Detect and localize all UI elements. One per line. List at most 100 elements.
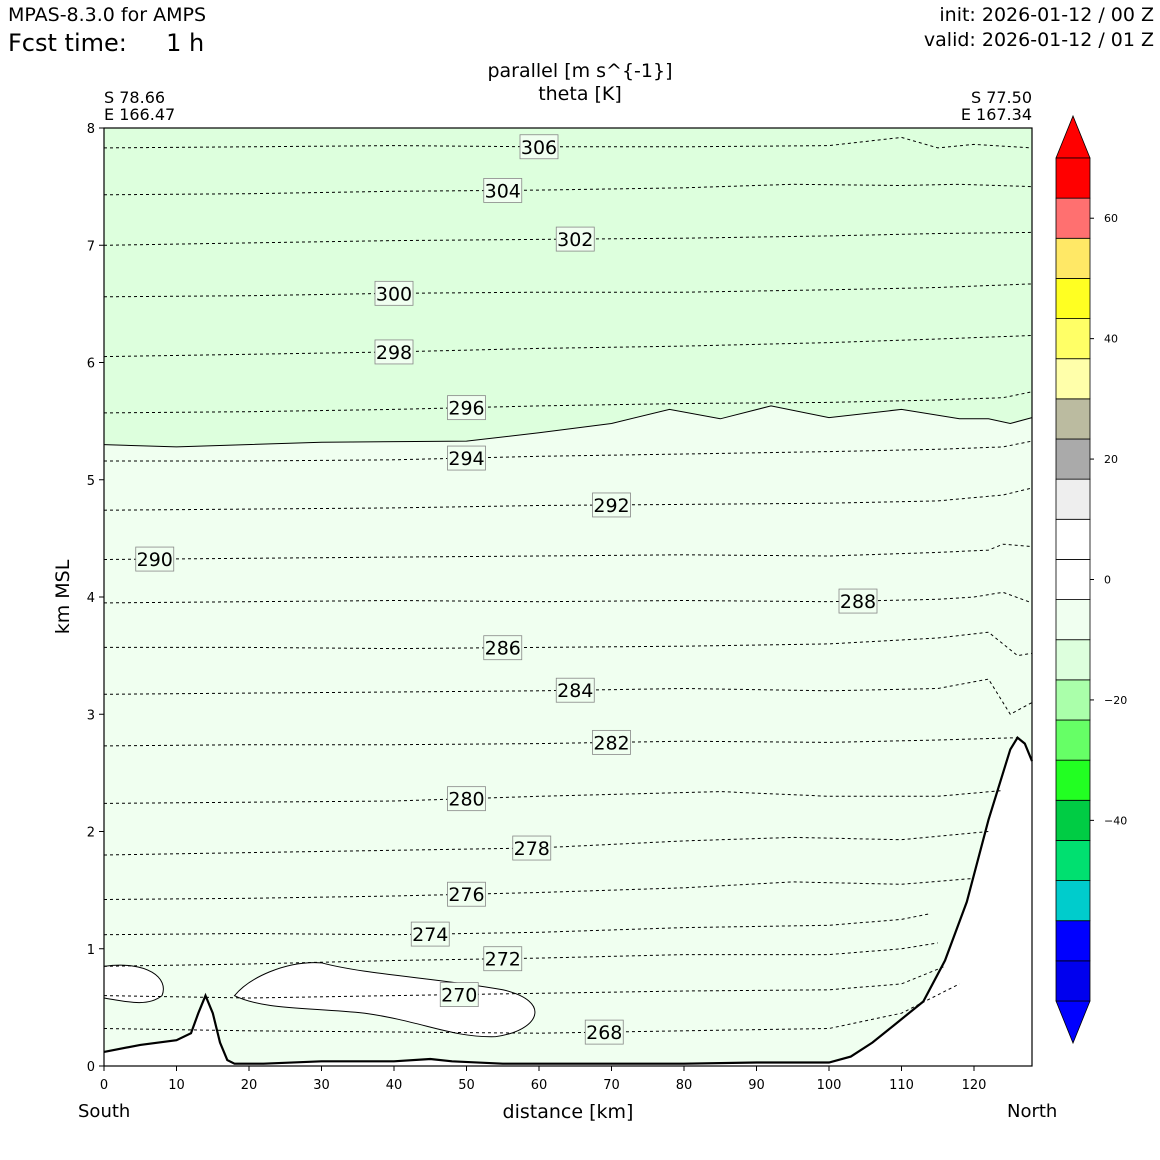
theta-contour-label: 300: [376, 283, 412, 305]
theta-contour-300: 300: [103, 280, 1033, 306]
colorbar-segment: [1055, 237, 1091, 279]
south-label: South: [78, 1101, 131, 1122]
theta-contour-288: 288: [103, 588, 1033, 614]
axes: 0 10 20 30 40 50 60 70 80 90 100 110 120 0 1 2 3 4 5 6 7 8: [87, 122, 1033, 1093]
y-tick-label: 4: [87, 591, 95, 606]
theta-contour-label-box: [447, 445, 486, 471]
theta-contour-label-box: [483, 635, 523, 661]
forecast-time-value: 1 h: [166, 29, 205, 57]
theta-contour-278: 278: [103, 831, 989, 861]
theta-contour-line: [103, 831, 989, 856]
theta-contour-286: 286: [104, 631, 1033, 661]
theta-contour-label-box: [512, 835, 552, 861]
theta-contour-label: 278: [514, 838, 550, 860]
right-endpoint-lon: E 167.34: [960, 105, 1032, 124]
theta-contour-label-box: [374, 339, 414, 365]
theta-contour-274: 274: [103, 913, 931, 947]
x-tick-label: 60: [531, 1078, 548, 1093]
x-tick-label: 40: [386, 1078, 403, 1093]
theta-contour-label-box: [584, 1019, 624, 1045]
colorbar-segment: [1055, 157, 1091, 199]
theta-contour-label: 292: [593, 495, 629, 517]
theta-contour-label-box: [483, 178, 523, 203]
colorbar-segment: [1055, 920, 1091, 962]
theta-contour-label-box: [519, 134, 559, 160]
colorbar-segment: [1055, 398, 1091, 440]
wind-pocket-left: [103, 964, 164, 1004]
colorbar-segment: [1055, 358, 1091, 400]
y-tick-label: 6: [87, 357, 95, 372]
theta-contour-label-box: [592, 492, 631, 518]
theta-contour-line: [103, 790, 1004, 804]
theta-contour-294: 294: [104, 440, 1033, 471]
colorbar-segment: [1055, 799, 1091, 841]
theta-contour-label: 276: [448, 884, 484, 906]
theta-contour-line: [103, 543, 1033, 560]
theta-contour-292: 292: [103, 487, 1033, 518]
x-tick-label: 20: [241, 1078, 258, 1093]
theta-contour-line: [103, 391, 1033, 414]
theta-contour-label: 280: [448, 789, 484, 811]
chart-title: parallel [m s^{-1}]: [487, 60, 673, 82]
colorbar-segment: [1055, 840, 1091, 881]
theta-contour-label-box: [555, 226, 595, 252]
theta-contour-label: 296: [448, 398, 484, 420]
x-tick-label: 10: [168, 1078, 185, 1093]
theta-contour-label: 294: [448, 448, 484, 470]
theta-contour-line: [103, 737, 1018, 747]
theta-contour-label-box: [135, 546, 175, 572]
theta-contour-label: 268: [586, 1022, 622, 1044]
y-tick-label: 7: [87, 239, 95, 254]
theta-contour-line: [103, 678, 1033, 715]
colorbar-extend-top: [1055, 114, 1091, 159]
theta-contour-label-box: [838, 588, 878, 614]
colorbar-segment: [1055, 960, 1091, 1002]
theta-contour-label-box: [447, 395, 486, 421]
x-tick-label: 30: [313, 1078, 330, 1093]
valid-time: valid: 2026-01-12 / 01 Z: [923, 29, 1154, 51]
model-title: MPAS-8.3.0 for AMPS: [8, 4, 207, 26]
colorbar-segment: [1055, 478, 1091, 520]
theta-contour-label-box: [447, 881, 486, 907]
theta-contour-label-box: [410, 921, 450, 947]
right-endpoint-lat: S 77.50: [970, 88, 1032, 107]
theta-contour-304: 304: [103, 178, 1033, 203]
theta-contour-label: 274: [412, 924, 448, 946]
theta-contour-284: 284: [103, 677, 1033, 715]
theta-contour-line: [103, 283, 1033, 298]
theta-contour-line: [103, 183, 1033, 196]
forecast-time: Fcst time: 1 h: [8, 29, 204, 57]
theta-contour-label-box: [592, 729, 631, 755]
theta-contour-label: 290: [137, 549, 173, 571]
x-tick-label: 70: [603, 1078, 620, 1093]
theta-contour-line: [104, 631, 1033, 657]
theta-contour-label: 284: [557, 680, 593, 702]
theta-contour-label: 288: [840, 591, 876, 613]
theta-contour-label-box: [374, 280, 414, 306]
theta-contour-label-box: [483, 946, 523, 972]
theta-contour-280: 280: [103, 786, 1004, 812]
y-tick-label: 8: [87, 122, 95, 137]
theta-contour-label: 298: [376, 342, 412, 364]
y-tick-label: 3: [87, 708, 95, 723]
colorbar-segment: [1055, 639, 1091, 681]
colorbar-tick-label: 40: [1104, 333, 1118, 346]
theta-contour-line: [103, 335, 1033, 358]
colorbar-segment: [1055, 599, 1091, 641]
x-tick-label: 90: [748, 1078, 765, 1093]
colorbar-tick-label: 60: [1104, 212, 1118, 225]
theta-contour-label: 272: [485, 949, 521, 971]
theta-contour-label-box: [555, 677, 595, 703]
y-tick-label: 5: [87, 474, 95, 489]
theta-contour-line: [103, 983, 960, 1034]
theta-contour-label-box: [439, 982, 479, 1007]
theta-contour-272: 272: [103, 942, 938, 972]
theta-contour-label: 302: [557, 229, 593, 251]
x-tick-label: 120: [962, 1078, 987, 1093]
left-endpoint-coords: S 78.66 E 166.47: [104, 89, 175, 123]
x-tick-label: 0: [100, 1078, 108, 1093]
right-endpoint-coords: S 77.50 E 167.34: [961, 89, 1032, 123]
colorbar-segment: [1055, 438, 1091, 480]
theta-contour-line: [103, 136, 1033, 149]
